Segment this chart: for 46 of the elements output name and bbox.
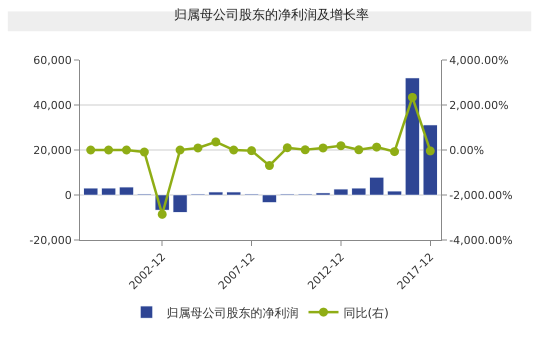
point <box>426 146 435 156</box>
bar <box>352 188 366 196</box>
bar <box>208 192 224 196</box>
y2-tick-label: 2,000.00% <box>449 98 509 112</box>
y2-tick-label: -2,000.00% <box>449 188 513 202</box>
y-tick-label: 0 <box>64 188 72 202</box>
point <box>336 141 346 150</box>
y-tick-label: -20,000 <box>29 234 72 247</box>
y-tick-label: 40,000 <box>33 98 72 112</box>
point <box>372 142 382 152</box>
bar <box>226 192 241 196</box>
point <box>158 210 167 219</box>
point <box>176 146 185 154</box>
bar <box>119 186 134 196</box>
point <box>408 92 417 102</box>
bar <box>334 188 348 196</box>
bar <box>84 188 98 196</box>
legend-label: 归属母公司股东的净利润 <box>166 306 298 320</box>
point <box>86 146 96 154</box>
point <box>354 145 364 154</box>
chart-title: 归属母公司股东的净利润及增长率 <box>174 7 369 24</box>
bar <box>172 194 188 213</box>
point <box>140 148 149 157</box>
point <box>104 146 114 154</box>
point <box>264 161 274 170</box>
y-tick-label: 20,000 <box>33 144 72 157</box>
bar <box>262 194 277 203</box>
bar <box>369 177 384 196</box>
point <box>247 146 256 156</box>
legend-label: 同比(右) <box>344 306 389 320</box>
bar <box>405 78 420 196</box>
point <box>122 146 131 154</box>
point <box>390 147 400 156</box>
bar <box>316 192 330 196</box>
point <box>318 143 328 152</box>
point <box>282 143 292 152</box>
bar <box>101 188 116 196</box>
point <box>193 143 202 152</box>
y2-tick-label: -4,000.00% <box>449 234 513 247</box>
point <box>211 137 220 146</box>
y2-tick-label: 0.00% <box>449 144 484 157</box>
y-tick-label: 60,000 <box>33 54 72 67</box>
point <box>229 146 238 154</box>
y2-tick-label: 4,000.00% <box>449 54 509 67</box>
point <box>300 145 310 154</box>
bar <box>387 190 402 196</box>
